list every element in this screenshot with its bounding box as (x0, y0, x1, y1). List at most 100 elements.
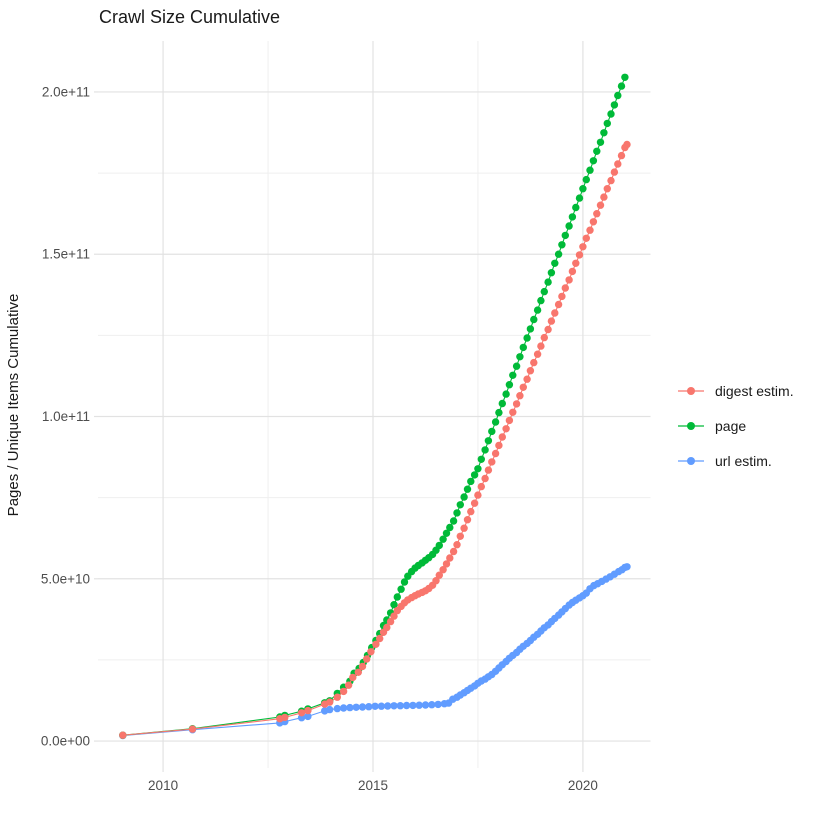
data-point (600, 193, 608, 201)
data-point (568, 267, 577, 276)
data-point (554, 300, 563, 309)
legend-key-icon (678, 421, 704, 430)
data-point (582, 175, 590, 184)
data-point (432, 577, 440, 585)
data-point (516, 392, 524, 400)
data-point (540, 333, 548, 342)
data-point (390, 702, 398, 710)
data-point (460, 493, 468, 501)
data-point (561, 284, 569, 292)
data-point (533, 306, 542, 314)
data-point (505, 381, 514, 389)
data-point (488, 427, 496, 436)
data-point (495, 408, 503, 417)
data-point (547, 269, 556, 277)
chart-title: Crawl Size Cumulative (99, 7, 281, 27)
data-point (565, 222, 573, 230)
data-point (442, 560, 451, 568)
data-point (610, 168, 619, 176)
data-point (603, 119, 611, 128)
legend-key-icon (678, 456, 704, 465)
data-point (551, 259, 559, 267)
data-point (579, 185, 587, 193)
x-tick-label: 2015 (358, 778, 388, 793)
data-point (297, 709, 306, 717)
data-point (554, 250, 563, 258)
y-tick-label: 5.0e+10 (41, 571, 90, 586)
data-point (383, 623, 391, 632)
data-point (119, 731, 127, 739)
data-point (304, 712, 312, 721)
data-point (409, 701, 417, 710)
data-point (623, 140, 631, 149)
data-point (614, 160, 622, 168)
data-point (623, 563, 631, 571)
data-point (456, 501, 464, 509)
data-point (400, 578, 409, 586)
data-point (509, 371, 517, 379)
legend-item-page: page (676, 414, 794, 437)
data-point (600, 129, 608, 137)
data-point (481, 474, 489, 483)
data-point (512, 362, 521, 370)
data-point (523, 375, 531, 383)
y-axis-title: Pages / Unique Items Cumulative (5, 293, 22, 517)
series-line (122, 566, 628, 737)
data-point (484, 466, 493, 474)
data-point (393, 593, 401, 601)
data-point (415, 701, 423, 709)
data-point (435, 571, 443, 579)
data-point (516, 353, 524, 361)
data-point (421, 701, 430, 709)
data-point (558, 241, 566, 249)
series-digest-estim- (119, 140, 631, 739)
x-tick-label: 2020 (568, 778, 598, 793)
data-point (467, 507, 475, 516)
data-point (533, 350, 542, 358)
data-point (502, 390, 510, 398)
data-point (396, 702, 404, 710)
data-point (512, 400, 521, 408)
data-point (617, 82, 626, 90)
data-point (449, 517, 458, 525)
data-point (463, 516, 472, 524)
data-point (505, 416, 514, 425)
data-point (446, 523, 454, 532)
data-point (495, 441, 503, 450)
data-point (502, 425, 510, 433)
data-point (474, 465, 482, 473)
data-point (565, 276, 573, 284)
data-point (607, 176, 615, 185)
data-point (589, 157, 598, 165)
legend-key-icon (678, 386, 704, 395)
data-point (449, 547, 458, 556)
data-point (596, 138, 605, 146)
data-point (376, 634, 384, 643)
data-point (358, 662, 367, 671)
data-point (509, 408, 517, 416)
data-point (526, 325, 535, 333)
data-point (477, 455, 485, 463)
data-point (326, 705, 334, 714)
data-point (491, 449, 500, 458)
data-point (439, 566, 447, 574)
data-point (281, 713, 289, 722)
data-point (463, 485, 472, 493)
data-point (402, 701, 411, 710)
data-point (498, 399, 506, 408)
data-point (326, 698, 334, 706)
data-point (470, 499, 479, 507)
data-point (439, 535, 447, 543)
data-point (544, 278, 552, 286)
data-point (540, 287, 548, 296)
data-point (397, 585, 405, 593)
data-point (371, 702, 379, 710)
data-point (346, 703, 354, 712)
data-point (358, 703, 367, 711)
data-point (537, 342, 545, 350)
data-point (593, 147, 601, 155)
data-point (586, 226, 594, 234)
data-point (610, 101, 619, 109)
